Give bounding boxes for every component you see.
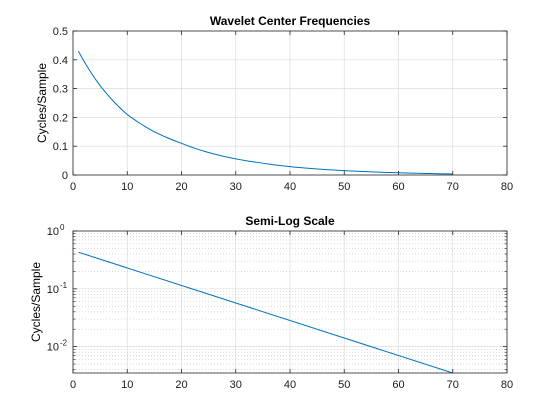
y-tick-label: 0.3 [53,84,68,96]
x-tick-label: 40 [284,181,296,193]
y-tick-label-base: 10 [47,284,59,296]
y-tick-label: 0 [62,170,68,182]
y-tick-label: 0.2 [53,112,68,124]
y-tick-label-exponent: -2 [60,339,68,348]
x-tick-label: 10 [121,379,133,391]
x-tick-label: 60 [392,181,404,193]
bottom-series-line [78,251,453,374]
x-tick-label: 20 [175,379,187,391]
top-y-axis-label: Cycles/Sample [35,63,49,143]
y-tick-label: 0.4 [53,55,68,67]
bottom-y-axis-label: Cycles/Sample [29,262,43,342]
x-tick-label: 30 [230,379,242,391]
y-tick-label-exponent: -1 [60,281,68,290]
y-tick-label: 10 -2 [47,339,68,354]
y-tick-label: 0.1 [53,141,68,153]
bottom-chart-title: Semi-Log Scale [245,214,335,228]
y-tick-label: 10 -1 [47,281,68,296]
x-tick-label: 70 [447,379,459,391]
x-tick-label: 80 [501,379,513,391]
top-axes: 0 10 20 30 40 50 60 70 80 0 0.1 0.2 0.3 0.4 0.5 Wavele… [35,14,513,193]
x-tick-label: 40 [284,379,296,391]
x-tick-label: 30 [230,181,242,193]
y-tick-label: 0.5 [53,26,68,38]
x-tick-label: 50 [338,181,350,193]
y-tick-label-exponent: 0 [60,223,65,232]
x-tick-label: 0 [70,379,76,391]
y-tick-label-base: 10 [47,342,59,354]
y-tick-label: 10 0 [47,223,65,238]
x-tick-label: 50 [338,379,350,391]
top-chart-title: Wavelet Center Frequencies [210,14,371,28]
top-axes-ticks: 0 10 20 30 40 50 60 70 80 0 0.1 0.2 0.3 0.4 0.5 [53,26,513,193]
x-tick-label: 10 [121,181,133,193]
y-tick-label-base: 10 [47,226,59,238]
top-series-line [77,50,453,175]
x-tick-label: 20 [175,181,187,193]
x-tick-label: 60 [392,379,404,391]
x-tick-label: 70 [447,181,459,193]
x-tick-label: 80 [501,181,513,193]
x-tick-label: 0 [70,181,76,193]
